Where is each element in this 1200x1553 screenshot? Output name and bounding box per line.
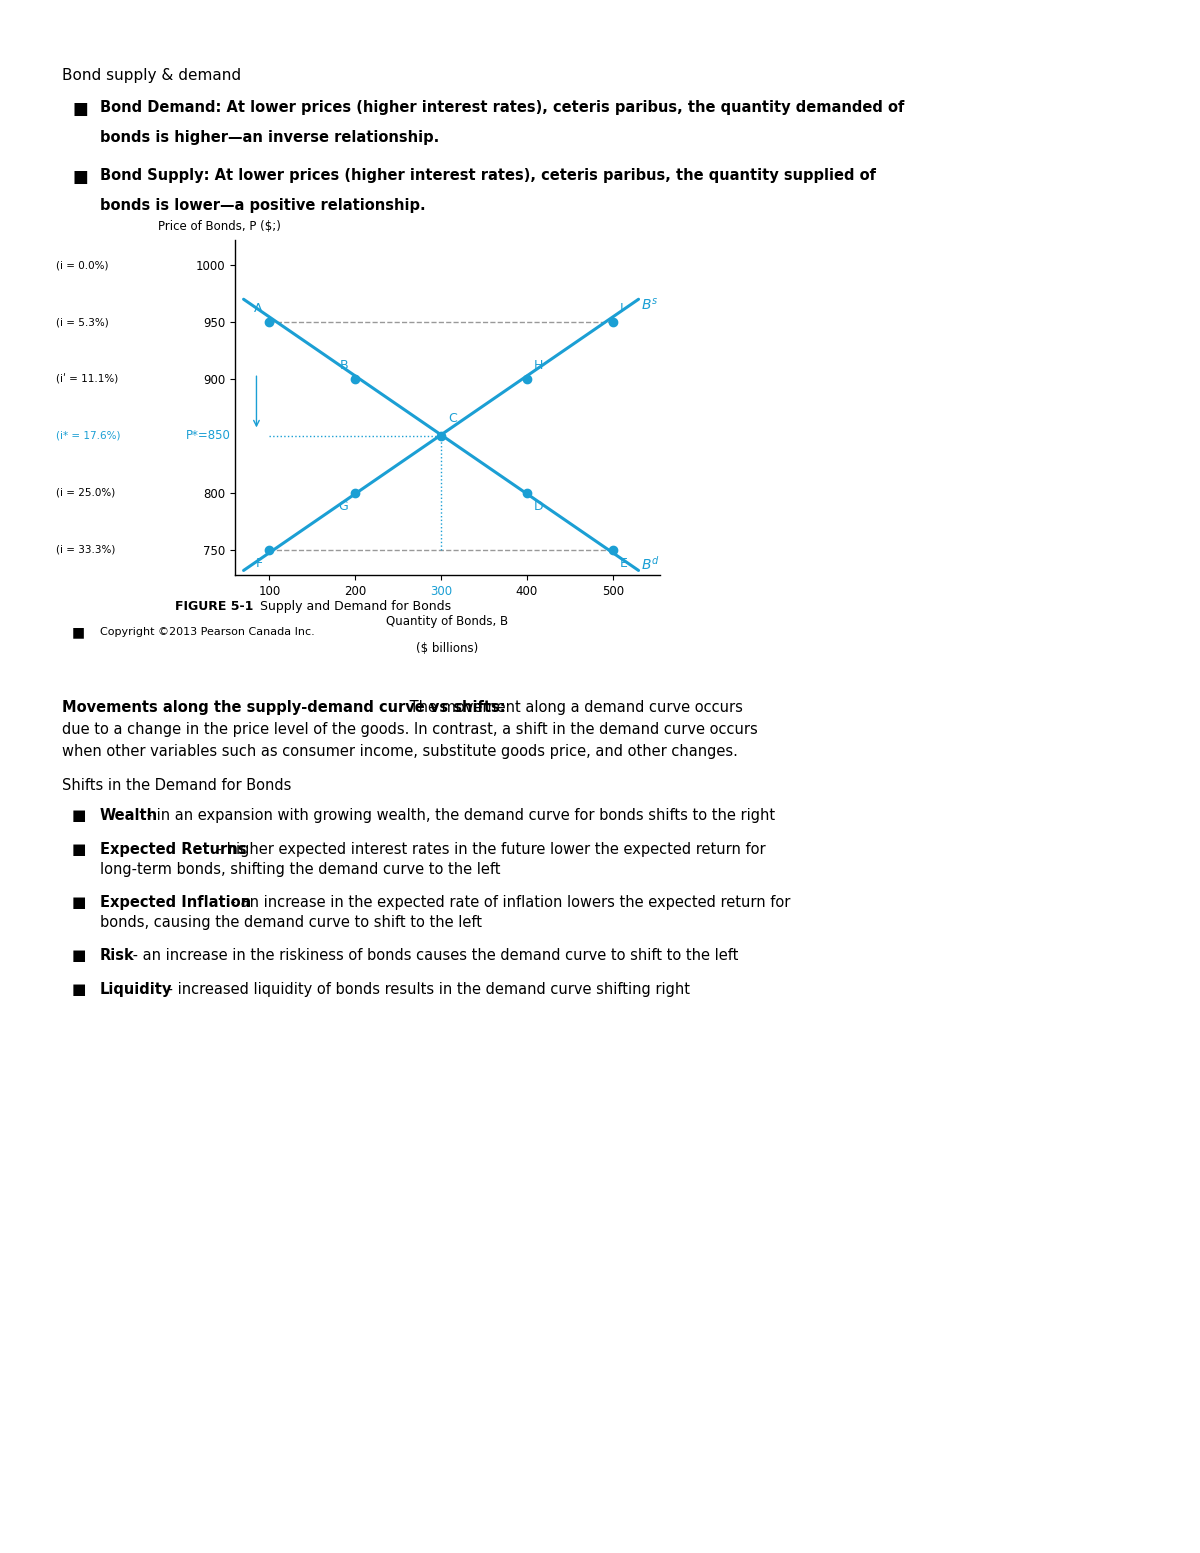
Text: Price of Bonds, P ($;): Price of Bonds, P ($;) xyxy=(158,221,281,233)
Text: Expected Returns: Expected Returns xyxy=(100,842,246,857)
Text: (i = 0.0%): (i = 0.0%) xyxy=(56,259,109,270)
Text: Wealth: Wealth xyxy=(100,808,158,823)
Text: ■: ■ xyxy=(72,168,88,186)
Text: when other variables such as consumer income, substitute goods price, and other : when other variables such as consumer in… xyxy=(62,744,738,759)
Text: Shifts in the Demand for Bonds: Shifts in the Demand for Bonds xyxy=(62,778,292,794)
Text: Copyright ©2013 Pearson Canada Inc.: Copyright ©2013 Pearson Canada Inc. xyxy=(100,627,314,637)
Text: Liquidity: Liquidity xyxy=(100,981,173,997)
Text: Bond Supply: At lower prices (higher interest rates), ceteris paribus, the quant: Bond Supply: At lower prices (higher int… xyxy=(100,168,876,183)
Text: A: A xyxy=(254,303,263,315)
Text: G: G xyxy=(338,500,348,512)
Text: Expected Inflation: Expected Inflation xyxy=(100,895,251,910)
Text: ■: ■ xyxy=(72,842,86,857)
Text: ($ billions): ($ billions) xyxy=(416,641,479,655)
Text: long-term bonds, shifting the demand curve to the left: long-term bonds, shifting the demand cur… xyxy=(100,862,500,877)
Text: ■: ■ xyxy=(72,981,86,997)
Text: C: C xyxy=(448,412,457,424)
Text: Bond Demand: At lower prices (higher interest rates), ceteris paribus, the quant: Bond Demand: At lower prices (higher int… xyxy=(100,99,905,115)
Text: ■: ■ xyxy=(72,99,88,118)
Text: - in an expansion with growing wealth, the demand curve for bonds shifts to the : - in an expansion with growing wealth, t… xyxy=(142,808,775,823)
Text: B: B xyxy=(340,359,348,373)
Text: FIGURE 5-1: FIGURE 5-1 xyxy=(175,599,253,613)
Text: F: F xyxy=(256,558,263,570)
Text: (i = 25.0%): (i = 25.0%) xyxy=(56,488,115,499)
Text: D: D xyxy=(534,500,544,512)
Text: bonds is lower—a positive relationship.: bonds is lower—a positive relationship. xyxy=(100,197,426,213)
Text: ■: ■ xyxy=(72,947,86,963)
Text: H: H xyxy=(534,359,544,373)
Text: Supply and Demand for Bonds: Supply and Demand for Bonds xyxy=(248,599,451,613)
Text: E: E xyxy=(619,558,628,570)
Text: bonds, causing the demand curve to shift to the left: bonds, causing the demand curve to shift… xyxy=(100,915,482,930)
Text: bonds is higher—an inverse relationship.: bonds is higher—an inverse relationship. xyxy=(100,130,439,144)
Text: (i = 33.3%): (i = 33.3%) xyxy=(56,545,116,554)
Text: due to a change in the price level of the goods. In contrast, a shift in the dem: due to a change in the price level of th… xyxy=(62,722,757,738)
Text: Movements along the supply-demand curve vs shifts:: Movements along the supply-demand curve … xyxy=(62,700,505,714)
Text: P*=850: P*=850 xyxy=(186,430,230,443)
Text: - higher expected interest rates in the future lower the expected return for: - higher expected interest rates in the … xyxy=(212,842,766,857)
Text: The movement along a demand curve occurs: The movement along a demand curve occurs xyxy=(406,700,743,714)
Text: Quantity of Bonds, B: Quantity of Bonds, B xyxy=(386,615,509,629)
Text: - an increase in the expected rate of inflation lowers the expected return for: - an increase in the expected rate of in… xyxy=(226,895,791,910)
Text: I: I xyxy=(619,303,623,315)
Text: Risk: Risk xyxy=(100,947,134,963)
Text: ■: ■ xyxy=(72,624,85,638)
Text: $B^d$: $B^d$ xyxy=(641,554,660,573)
Text: - increased liquidity of bonds results in the demand curve shifting right: - increased liquidity of bonds results i… xyxy=(163,981,690,997)
Text: - an increase in the riskiness of bonds causes the demand curve to shift to the : - an increase in the riskiness of bonds … xyxy=(128,947,738,963)
Text: Bond supply & demand: Bond supply & demand xyxy=(62,68,241,82)
Text: (i = 5.3%): (i = 5.3%) xyxy=(56,317,109,328)
Text: $B^s$: $B^s$ xyxy=(641,297,659,314)
Text: ■: ■ xyxy=(72,808,86,823)
Text: (iʹ = 11.1%): (iʹ = 11.1%) xyxy=(56,374,119,384)
Text: (i* = 17.6%): (i* = 17.6%) xyxy=(56,432,121,441)
Text: ■: ■ xyxy=(72,895,86,910)
